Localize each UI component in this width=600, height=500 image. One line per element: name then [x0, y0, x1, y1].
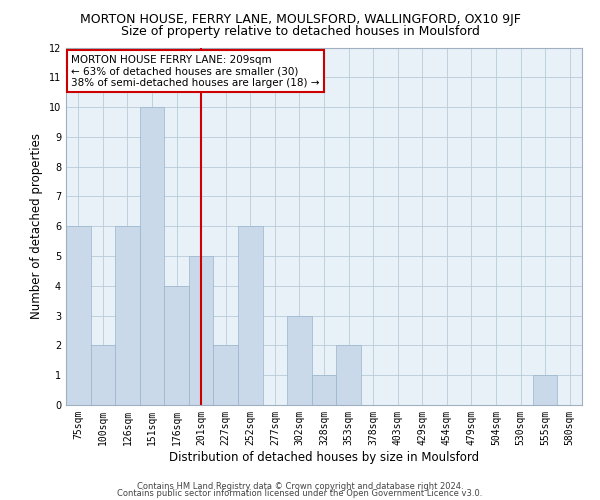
Bar [66, 226, 91, 405]
Text: Contains public sector information licensed under the Open Government Licence v3: Contains public sector information licen… [118, 489, 482, 498]
Bar [140, 107, 164, 405]
Y-axis label: Number of detached properties: Number of detached properties [30, 133, 43, 320]
Text: Size of property relative to detached houses in Moulsford: Size of property relative to detached ho… [121, 25, 479, 38]
X-axis label: Distribution of detached houses by size in Moulsford: Distribution of detached houses by size … [169, 450, 479, 464]
Bar [336, 346, 361, 405]
Bar [91, 346, 115, 405]
Bar [115, 226, 140, 405]
Text: Contains HM Land Registry data © Crown copyright and database right 2024.: Contains HM Land Registry data © Crown c… [137, 482, 463, 491]
Bar [312, 375, 336, 405]
Bar [238, 226, 263, 405]
Bar [189, 256, 214, 405]
Bar [164, 286, 189, 405]
Bar [214, 346, 238, 405]
Text: MORTON HOUSE, FERRY LANE, MOULSFORD, WALLINGFORD, OX10 9JF: MORTON HOUSE, FERRY LANE, MOULSFORD, WAL… [80, 12, 520, 26]
Bar [287, 316, 312, 405]
Bar [533, 375, 557, 405]
Text: MORTON HOUSE FERRY LANE: 209sqm
← 63% of detached houses are smaller (30)
38% of: MORTON HOUSE FERRY LANE: 209sqm ← 63% of… [71, 54, 320, 88]
